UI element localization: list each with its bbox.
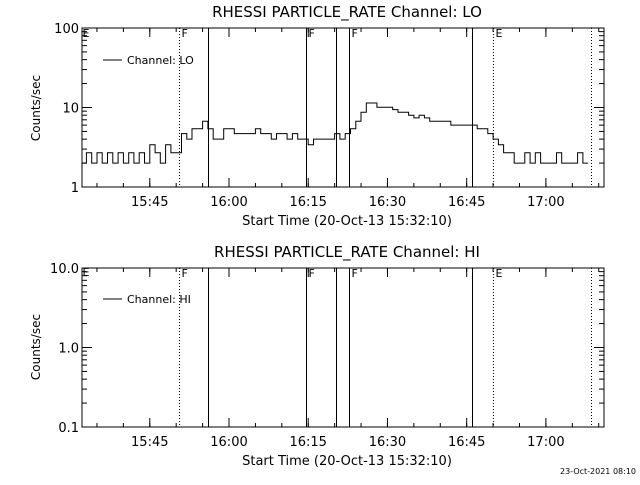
y-axis-ticks: 1 10 100 xyxy=(54,22,604,196)
series-line-lo xyxy=(82,102,589,164)
x-tick-label: 16:30 xyxy=(369,195,406,210)
y-axis-label: Counts/sec xyxy=(29,75,43,141)
y-tick-label: 1 xyxy=(71,181,79,196)
flag-label: F xyxy=(182,27,188,40)
x-tick-label: 16:00 xyxy=(210,195,247,210)
panel-title: RHESSI PARTICLE_RATE Channel: LO xyxy=(212,3,482,22)
flag-label: F xyxy=(182,267,188,280)
x-tick-label: 17:00 xyxy=(527,435,564,450)
flag-label: E xyxy=(496,27,503,40)
x-tick-label: 16:30 xyxy=(369,435,406,450)
x-tick-label: 15:45 xyxy=(131,435,168,450)
y-tick-label: 1.0 xyxy=(58,342,79,357)
panel-title: RHESSI PARTICLE_RATE Channel: HI xyxy=(214,243,480,262)
plot-frame xyxy=(81,267,605,428)
flag-label: F xyxy=(352,267,358,280)
hi-channel-panel: RHESSI PARTICLE_RATE Channel: HI Counts/… xyxy=(29,243,605,469)
x-tick-label: 16:45 xyxy=(448,435,485,450)
flag-label: F xyxy=(309,267,315,280)
timestamp: 23-Oct-2021 08:10 xyxy=(560,467,636,476)
y-tick-label: 10.0 xyxy=(50,262,79,277)
x-tick-label: 16:00 xyxy=(210,435,247,450)
x-axis-ticks: 15:45 16:00 16:15 16:30 16:45 17:00 xyxy=(96,28,600,210)
x-tick-label: 16:15 xyxy=(289,435,326,450)
flag-label: F xyxy=(352,27,358,40)
x-axis-label: Start Time (20-Oct-13 15:32:10) xyxy=(242,454,452,469)
x-tick-label: 15:45 xyxy=(131,195,168,210)
left-edge-flag-label: E xyxy=(83,27,90,40)
y-tick-label: 0.1 xyxy=(58,421,79,436)
y-axis-label: Counts/sec xyxy=(29,314,43,380)
legend-entry: Channel: LO xyxy=(127,54,194,67)
plot-frame xyxy=(81,27,605,188)
y-tick-label: 100 xyxy=(54,22,79,37)
x-axis-label: Start Time (20-Oct-13 15:32:10) xyxy=(242,214,452,229)
flag-label: F xyxy=(309,27,315,40)
x-tick-label: 17:00 xyxy=(527,195,564,210)
x-tick-label: 16:15 xyxy=(289,195,326,210)
x-tick-label: 16:45 xyxy=(448,195,485,210)
y-tick-label: 10 xyxy=(62,102,79,117)
x-axis-ticks: 15:45 16:00 16:15 16:30 16:45 17:00 xyxy=(96,268,600,450)
lo-channel-panel: RHESSI PARTICLE_RATE Channel: LO Counts/… xyxy=(29,3,605,229)
legend-entry: Channel: HI xyxy=(127,293,191,306)
flag-label: E xyxy=(496,267,503,280)
left-edge-flag-label: E xyxy=(83,266,90,279)
